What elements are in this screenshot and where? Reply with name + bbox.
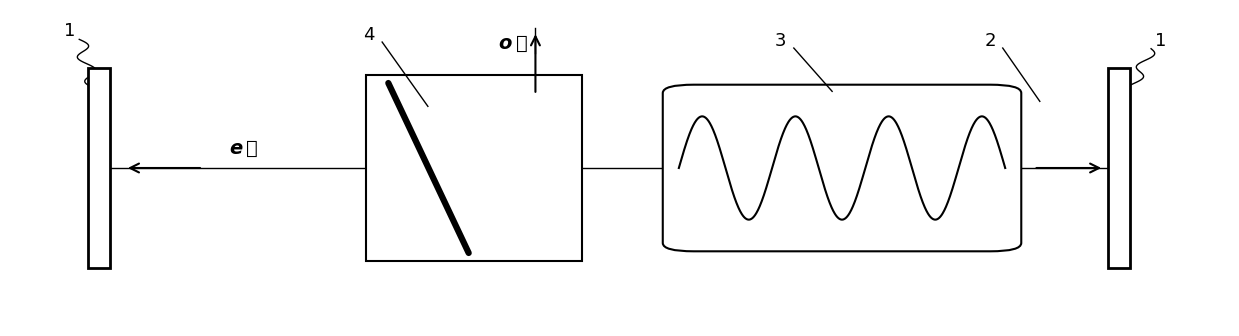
Text: 3: 3 xyxy=(774,32,786,50)
Bar xyxy=(1108,68,1130,268)
Text: 4: 4 xyxy=(363,26,374,44)
Text: o: o xyxy=(498,34,512,52)
Text: 1: 1 xyxy=(63,23,76,40)
Text: 光: 光 xyxy=(247,138,258,158)
Text: e: e xyxy=(229,138,243,158)
Text: 1: 1 xyxy=(1155,32,1167,50)
FancyBboxPatch shape xyxy=(663,85,1021,251)
Bar xyxy=(88,68,110,268)
Bar xyxy=(366,75,582,261)
Text: 2: 2 xyxy=(985,32,996,50)
Text: 光: 光 xyxy=(515,34,528,52)
